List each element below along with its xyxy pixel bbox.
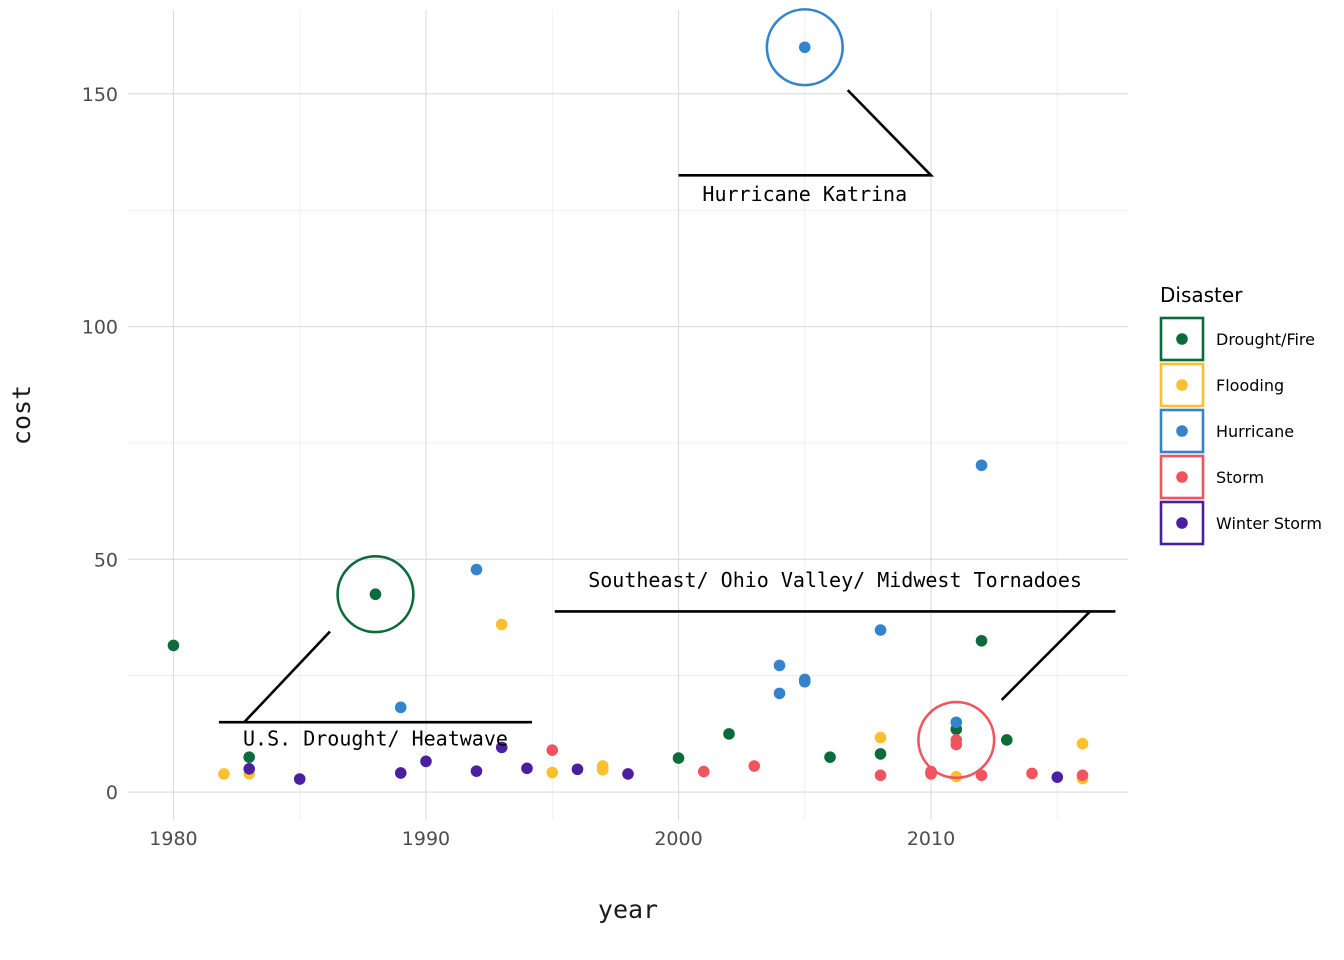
- data-point: [874, 769, 887, 782]
- annotation-connectors: [218, 89, 1116, 724]
- y-tick-label: 0: [106, 782, 118, 804]
- data-point: [571, 763, 584, 776]
- data-point: [1051, 771, 1064, 783]
- legend-items: Drought/Fire Flooding Hurricane Storm Winter…: [1159, 316, 1322, 546]
- legend-label: Hurricane: [1216, 422, 1294, 441]
- y-axis-title: cost: [7, 385, 36, 445]
- legend-label: Winter Storm: [1216, 514, 1322, 533]
- data-point: [218, 768, 230, 780]
- annotation-circle: [336, 555, 415, 634]
- legend-key-point: [1176, 471, 1188, 483]
- y-tick-label: 150: [82, 84, 118, 106]
- legend-label: Flooding: [1216, 376, 1284, 395]
- legend-title: Disaster: [1160, 283, 1243, 307]
- data-point: [495, 741, 508, 754]
- annotation-circle: [765, 8, 844, 87]
- annotation-label: Southeast/ Ohio Valley/ Midwest Tornadoe…: [588, 568, 1082, 592]
- annotation-circles: [336, 8, 996, 780]
- annotation-label: Hurricane Katrina: [702, 182, 907, 206]
- data-point: [824, 751, 836, 763]
- data-point: [470, 765, 483, 777]
- y-tick-label: 100: [82, 317, 118, 339]
- annotation-connector: [218, 630, 532, 724]
- annotation-connector: [678, 89, 935, 177]
- data-point: [521, 762, 533, 775]
- data-points: [167, 41, 1089, 785]
- data-point: [748, 760, 761, 772]
- data-point: [1076, 737, 1089, 750]
- data-point: [773, 687, 786, 700]
- annotation-label: U.S. Drought/ Heatwave: [243, 727, 508, 751]
- data-point: [622, 768, 634, 780]
- legend-key-point: [1176, 425, 1188, 437]
- data-point: [1000, 734, 1013, 746]
- data-point: [874, 624, 887, 636]
- data-point: [1026, 767, 1038, 780]
- data-point: [950, 738, 963, 751]
- x-axis-title: year: [598, 895, 658, 924]
- minor-gridlines: [128, 10, 1128, 820]
- data-point: [293, 773, 306, 785]
- legend-key-point: [1176, 333, 1188, 345]
- data-point: [950, 716, 963, 729]
- data-point: [773, 659, 786, 672]
- data-point: [874, 748, 887, 760]
- legend: Disaster Drought/Fire Flooding Hurricane St…: [1159, 283, 1322, 546]
- data-point: [546, 766, 559, 779]
- x-tick-label: 1980: [149, 828, 197, 850]
- data-point: [723, 728, 735, 740]
- data-point: [975, 769, 988, 782]
- data-point: [243, 762, 256, 775]
- major-gridlines: [128, 10, 1128, 820]
- legend-label: Storm: [1216, 468, 1264, 487]
- data-point: [546, 744, 559, 756]
- annotation-labels: Hurricane Katrina U.S. Drought/ Heatwave S…: [243, 182, 1082, 751]
- data-point: [798, 41, 811, 54]
- y-axis-tick-labels: 0 50 100 150: [82, 84, 118, 804]
- legend-key-point: [1176, 517, 1188, 529]
- data-point: [369, 588, 382, 601]
- data-point: [672, 752, 685, 764]
- data-point: [243, 751, 256, 763]
- legend-key: [1159, 362, 1205, 408]
- x-tick-label: 1990: [402, 828, 450, 850]
- data-point: [495, 618, 508, 631]
- data-point: [975, 634, 988, 647]
- data-point: [798, 675, 811, 688]
- x-tick-label: 2010: [907, 828, 955, 850]
- data-point: [975, 459, 988, 472]
- legend-label: Drought/Fire: [1216, 330, 1315, 349]
- data-point: [470, 563, 483, 576]
- data-point: [1076, 769, 1089, 782]
- x-axis-tick-labels: 1980 1990 2000 2010: [149, 828, 955, 850]
- data-point: [697, 765, 710, 778]
- data-point: [596, 763, 609, 776]
- y-tick-label: 50: [94, 549, 118, 571]
- data-point: [874, 731, 887, 744]
- annotation-connector: [554, 610, 1116, 701]
- annotation-circle: [917, 700, 996, 780]
- data-point: [167, 639, 180, 652]
- data-point: [420, 755, 432, 768]
- data-point: [394, 767, 407, 779]
- data-point: [394, 701, 407, 714]
- x-tick-label: 2000: [654, 828, 702, 850]
- legend-key-point: [1176, 379, 1188, 391]
